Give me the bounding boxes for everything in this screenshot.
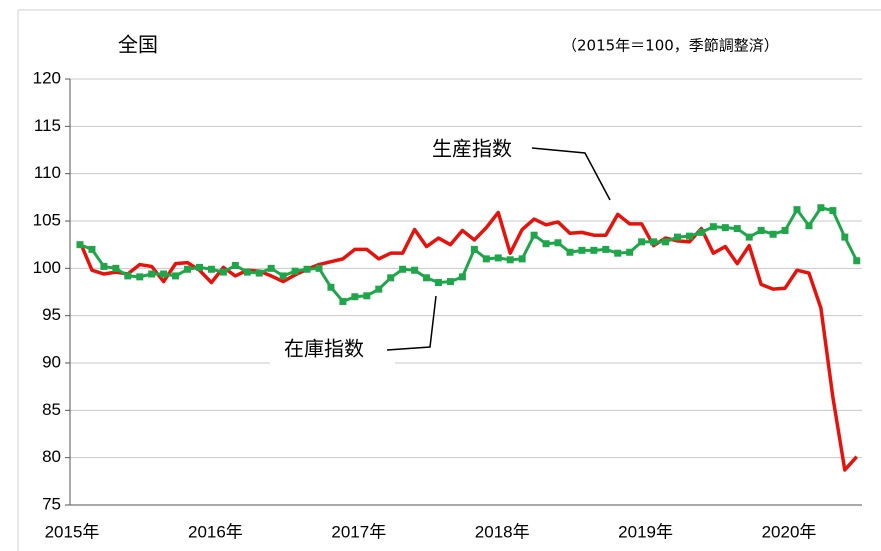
data-point: [136, 273, 144, 281]
data-point: [470, 245, 478, 253]
data-point: [554, 239, 562, 247]
x-tick-label: 2018年: [475, 522, 530, 541]
data-point: [542, 240, 550, 248]
data-point: [207, 265, 215, 273]
data-point: [506, 256, 514, 264]
data-point: [399, 265, 407, 273]
y-tick-label: 80: [42, 447, 61, 466]
data-point: [853, 257, 861, 265]
data-point: [375, 285, 383, 293]
annotation-bg: [270, 335, 395, 365]
series-line: [78, 210, 859, 472]
data-point: [590, 246, 598, 254]
data-point: [614, 249, 622, 257]
chart-subtitle: （2015年＝100，季節調整済）: [562, 37, 779, 55]
y-tick-label: 120: [33, 68, 61, 87]
data-point: [435, 279, 442, 287]
x-tick-label: 2015年: [45, 522, 100, 541]
data-point: [685, 232, 693, 240]
x-tick-label: 2016年: [188, 522, 243, 541]
data-point: [793, 206, 801, 214]
data-point: [124, 272, 132, 280]
y-tick-label: 75: [42, 494, 61, 513]
data-point: [638, 238, 646, 246]
data-point: [458, 273, 466, 281]
data-point: [578, 246, 586, 254]
data-point: [387, 274, 395, 282]
y-tick-label: 110: [34, 163, 61, 182]
data-point: [411, 266, 419, 274]
data-point: [148, 270, 156, 278]
data-point: [841, 233, 849, 241]
data-point: [267, 264, 275, 272]
y-tick-label: 95: [42, 305, 61, 324]
data-point: [781, 226, 789, 234]
annotation: 在庫指数: [284, 337, 364, 361]
chart-title: 全国: [118, 33, 158, 57]
data-point: [303, 265, 311, 273]
data-point: [196, 263, 203, 271]
data-point: [697, 228, 705, 236]
data-point: [829, 207, 837, 215]
y-tick-label: 105: [33, 210, 61, 229]
data-point: [817, 204, 825, 212]
x-tick-label: 2019年: [618, 522, 673, 541]
x-tick-label: 2020年: [762, 522, 817, 541]
data-point: [231, 261, 239, 269]
leader-line: [386, 295, 437, 351]
data-point: [745, 233, 753, 241]
data-point: [255, 269, 263, 277]
data-point: [482, 255, 490, 263]
data-point: [650, 238, 658, 246]
data-point: [626, 248, 634, 256]
data-point: [112, 264, 120, 272]
data-point: [291, 267, 299, 275]
data-point: [160, 270, 168, 278]
data-point: [446, 278, 454, 286]
data-point: [100, 262, 108, 270]
data-point: [721, 224, 729, 232]
data-point: [805, 222, 813, 230]
data-point: [733, 225, 741, 233]
plot-area: 75 80 85 90 95 100 105 110 115 120 2015年 2016年 2017年…: [33, 68, 862, 541]
data-point: [602, 245, 610, 253]
data-point: [363, 292, 371, 300]
data-point: [279, 272, 287, 280]
y-tick-label: 90: [42, 352, 61, 371]
annotation: 生産指数: [432, 137, 512, 161]
y-tick-label: 115: [34, 116, 61, 135]
data-point: [769, 230, 777, 238]
y-tick-label: 100: [33, 258, 61, 277]
series-line: [79, 206, 859, 303]
data-point: [88, 245, 96, 253]
data-point: [566, 248, 574, 256]
data-point: [709, 223, 717, 231]
data-point: [351, 293, 359, 301]
data-point: [423, 274, 431, 282]
data-point: [518, 255, 526, 263]
data-point: [76, 241, 84, 249]
data-point: [315, 264, 323, 272]
data-point: [662, 238, 670, 246]
data-point: [530, 231, 538, 239]
data-point: [243, 268, 251, 276]
data-point: [494, 254, 502, 262]
data-point: [219, 268, 227, 276]
data-point: [674, 233, 681, 241]
x-tick-label: 2017年: [331, 522, 386, 541]
data-point: [339, 297, 347, 305]
data-point: [327, 283, 335, 291]
y-tick-label: 85: [42, 400, 61, 419]
leader-line: [531, 147, 611, 201]
data-point: [757, 226, 765, 234]
data-point: [184, 265, 192, 273]
data-point: [172, 272, 180, 280]
